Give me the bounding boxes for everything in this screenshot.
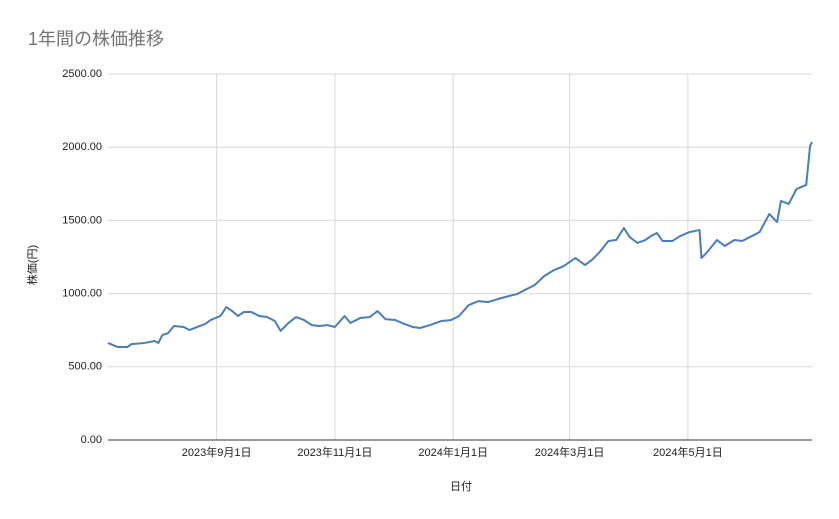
- x-tick-label: 2023年9月1日: [182, 445, 252, 459]
- x-tick-label: 2024年5月1日: [653, 445, 723, 459]
- x-axis-label: 日付: [450, 480, 472, 493]
- price-line: [107, 141, 813, 349]
- y-tick-label: 2500.00: [62, 68, 102, 80]
- x-tick-label: 2024年3月1日: [535, 445, 605, 459]
- y-tick-label: 0.00: [81, 434, 102, 446]
- x-tick-label: 2023年11月1日: [297, 445, 372, 459]
- chart-title: 1年間の株価推移: [28, 29, 164, 49]
- x-tick-label: 2024年1月1日: [418, 445, 488, 459]
- y-axis-label: 株価(円): [25, 245, 39, 285]
- y-tick-label: 1500.00: [62, 214, 102, 226]
- y-tick-label: 1000.00: [62, 288, 102, 300]
- y-tick-label: 500.00: [68, 361, 102, 373]
- y-tick-label: 2000.00: [62, 141, 102, 153]
